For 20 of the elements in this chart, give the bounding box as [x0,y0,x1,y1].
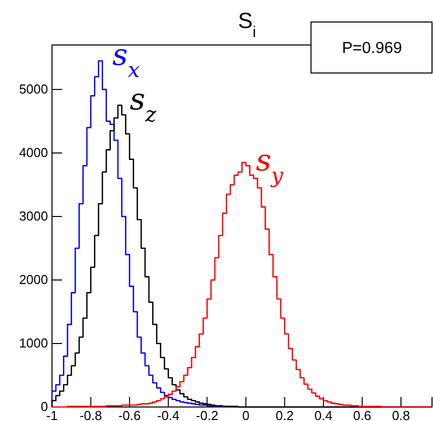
x-tick-label: 0.8 [392,408,410,421]
series-label: s$_{x}$ [112,38,140,82]
x-tick-label: -0.8 [80,408,102,421]
x-tick-label: 0 [242,408,250,421]
annotation: P=0.969 [342,40,402,57]
x-tick-label: -1 [46,408,58,421]
x-tick-label: 0.6 [353,408,372,421]
y-tick-label: 3000 [19,208,48,224]
y-tick-label: 1000 [19,336,48,351]
x-tick-label: 0.4 [314,408,332,421]
series-label: s$_{z}$ [130,82,158,126]
y-tick-label: 4000 [19,145,48,160]
y-tick-label: 2000 [19,272,48,288]
x-tick-label: -0.2 [196,408,218,421]
x-tick-label: -0.6 [118,408,141,421]
series-label: s$_{y}$ [256,143,284,188]
x-tick-label: -0.4 [157,408,180,421]
x-tick-label: 0.2 [276,408,294,421]
y-tick-label: 5000 [19,82,48,97]
chart-title: S$_{i}$ [238,8,256,40]
